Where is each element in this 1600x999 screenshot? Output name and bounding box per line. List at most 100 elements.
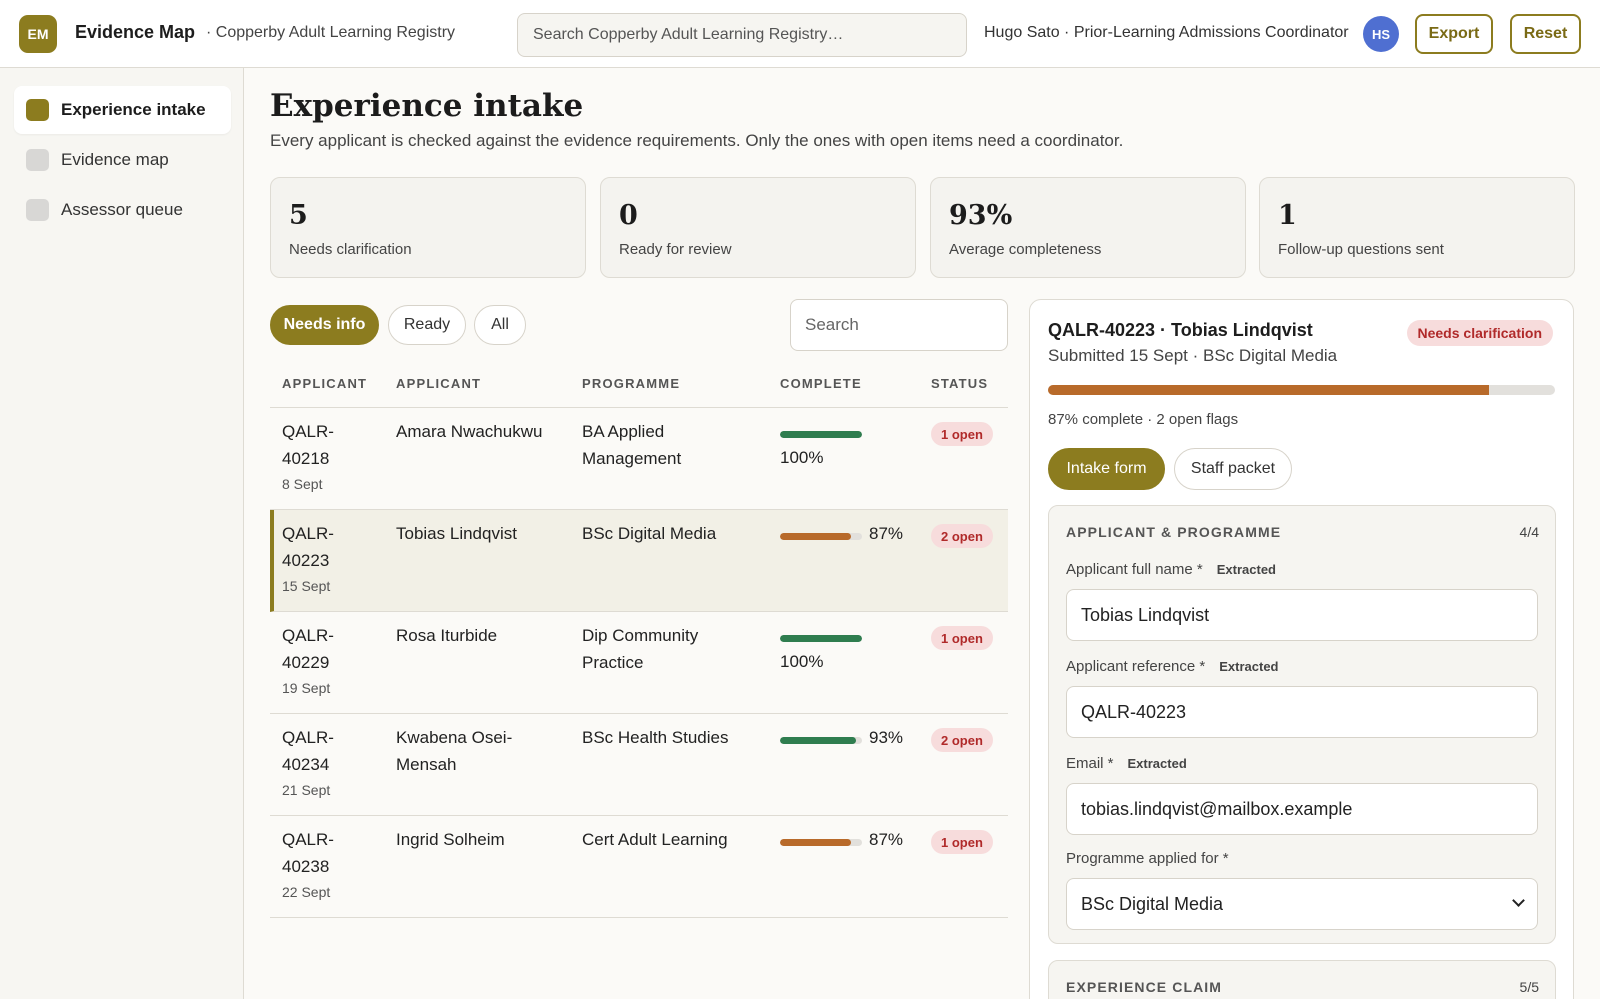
- filter-chip-all[interactable]: All: [474, 305, 526, 345]
- section-experience-claim: EXPERIENCE CLAIM 5/5: [1048, 960, 1556, 999]
- applicant-name: Amara Nwachukwu: [396, 422, 543, 441]
- tab-intake-form[interactable]: Intake form: [1048, 448, 1165, 490]
- stat-value: 1: [1278, 200, 1297, 231]
- table-row-selected[interactable]: QALR- 40223 15 Sept Tobias Lindqvist BSc …: [270, 510, 1008, 612]
- submitted-date: 15 Sept: [282, 578, 331, 594]
- applicant-id: QALR- 40234: [282, 728, 334, 774]
- column-header-applicant-id: APPLICANT: [282, 376, 368, 391]
- export-button[interactable]: Export: [1415, 14, 1493, 54]
- table-row[interactable]: QALR- 40229 19 Sept Rosa Iturbide Dip Com…: [270, 612, 1008, 714]
- chevron-down-icon: [1512, 894, 1525, 907]
- top-bar: EM Evidence Map · Copperby Adult Learnin…: [0, 0, 1600, 68]
- section-applicant-programme: APPLICANT & PROGRAMME 4/4 Applicant full…: [1048, 505, 1556, 944]
- extracted-tag: Extracted: [1127, 756, 1187, 771]
- sidebar-item-evidence-map[interactable]: Evidence map: [14, 136, 231, 184]
- completeness-bar-fill: [780, 431, 862, 438]
- completeness-percent: 93%: [869, 728, 904, 747]
- avatar[interactable]: HS: [1363, 16, 1399, 52]
- stat-card-average-completeness: 93% Average completeness: [930, 177, 1246, 278]
- completeness-bar-fill: [780, 737, 857, 744]
- detail-status-badge: Needs clarification: [1406, 320, 1553, 346]
- programme-name: Cert Adult Learning: [582, 830, 728, 849]
- applicant-id: QALR- 40238: [282, 830, 334, 876]
- nav-square-icon: [26, 149, 49, 171]
- section-title: EXPERIENCE CLAIM: [1066, 979, 1223, 995]
- status-badge: 1 open: [931, 422, 993, 446]
- sidebar-item-assessor-queue[interactable]: Assessor queue: [14, 186, 231, 234]
- sidebar-item-experience-intake[interactable]: Experience intake: [14, 86, 231, 134]
- applicant-name: Kwabena Osei-Mensah: [396, 728, 513, 774]
- email-label: Email * Extracted: [1066, 755, 1187, 772]
- applicant-name: Rosa Iturbide: [396, 626, 498, 645]
- full-name-label: Applicant full name * Extracted: [1066, 561, 1276, 578]
- stat-card-follow-up-sent: 1 Follow-up questions sent: [1259, 177, 1575, 278]
- programme-name: BSc Digital Media: [582, 524, 717, 543]
- filter-chip-ready[interactable]: Ready: [388, 305, 466, 345]
- submitted-date: 21 Sept: [282, 782, 331, 798]
- completeness-bar: [780, 635, 862, 642]
- programme-label: Programme applied for *: [1066, 850, 1229, 867]
- status-badge: 1 open: [931, 830, 993, 854]
- global-search-input[interactable]: [517, 13, 967, 57]
- reference-field[interactable]: [1066, 686, 1538, 738]
- section-count: 5/5: [1519, 979, 1539, 995]
- reference-label: Applicant reference * Extracted: [1066, 658, 1279, 675]
- column-header-status: STATUS: [931, 376, 989, 391]
- table-row[interactable]: QALR- 40218 8 Sept Amara Nwachukwu BA App…: [270, 408, 1008, 510]
- user-name-role: Hugo Sato · Prior-Learning Admissions Co…: [984, 24, 1349, 41]
- submitted-date: 22 Sept: [282, 884, 331, 900]
- email-field[interactable]: [1066, 783, 1538, 835]
- extracted-tag: Extracted: [1219, 659, 1279, 674]
- completeness-percent: 100%: [780, 652, 824, 671]
- completeness-bar: [780, 431, 862, 438]
- completeness-bar-fill: [780, 839, 852, 846]
- detail-progress-text: 87% complete · 2 open flags: [1048, 411, 1239, 428]
- detail-progress-fill: [1048, 385, 1490, 395]
- stat-label: Follow-up questions sent: [1278, 241, 1444, 258]
- completeness-percent: 100%: [780, 448, 824, 467]
- applicant-id: QALR- 40229: [282, 626, 334, 672]
- detail-progress-bar: [1048, 385, 1555, 395]
- nav-square-icon: [26, 99, 49, 121]
- completeness-percent: 87%: [869, 830, 904, 849]
- filter-chip-needs-info[interactable]: Needs info: [270, 305, 379, 345]
- table-row[interactable]: QALR- 40234 21 Sept Kwabena Osei-Mensah B…: [270, 714, 1008, 816]
- stat-label: Needs clarification: [289, 241, 412, 258]
- section-title: APPLICANT & PROGRAMME: [1066, 524, 1282, 540]
- full-name-field[interactable]: [1066, 589, 1538, 641]
- programme-select[interactable]: BSc Digital Media: [1066, 878, 1538, 930]
- stat-value: 0: [619, 200, 638, 231]
- detail-subtitle: Submitted 15 Sept · BSc Digital Media: [1048, 346, 1338, 365]
- stat-card-needs-clarification: 5 Needs clarification: [270, 177, 586, 278]
- stat-value: 93%: [949, 200, 1013, 231]
- sidebar: Experience intake Evidence map Assessor …: [0, 68, 244, 999]
- app-name: Evidence Map: [75, 22, 196, 42]
- table-row[interactable]: QALR- 40238 22 Sept Ingrid Solheim Cert A…: [270, 816, 1008, 918]
- applicant-detail-panel: QALR-40223 · Tobias Lindqvist Needs clar…: [1029, 299, 1574, 999]
- page-title: Experience intake: [270, 88, 584, 124]
- detail-title: QALR-40223 · Tobias Lindqvist: [1048, 320, 1313, 340]
- sidebar-item-label: Experience intake: [61, 100, 206, 119]
- sidebar-item-label: Evidence map: [61, 150, 169, 169]
- submitted-date: 19 Sept: [282, 680, 331, 696]
- programme-name: BA Applied Management: [582, 422, 682, 468]
- completeness-percent: 87%: [869, 524, 904, 543]
- table-header: APPLICANT APPLICANT PROGRAMME COMPLETE S…: [270, 370, 1008, 408]
- programme-name: Dip Community Practice: [582, 626, 699, 672]
- tab-staff-packet[interactable]: Staff packet: [1174, 448, 1292, 490]
- stat-card-ready-for-review: 0 Ready for review: [600, 177, 916, 278]
- submitted-date: 8 Sept: [282, 476, 323, 492]
- applicant-name: Tobias Lindqvist: [396, 524, 517, 543]
- column-header-applicant-name: APPLICANT: [396, 376, 482, 391]
- stat-label: Ready for review: [619, 241, 732, 258]
- applicant-id: QALR- 40218: [282, 422, 334, 468]
- page-subtitle: Every applicant is checked against the e…: [270, 131, 1124, 150]
- completeness-bar: [780, 737, 862, 744]
- app-logo: EM: [19, 15, 57, 53]
- status-badge: 2 open: [931, 728, 993, 752]
- registry-name: · Copperby Adult Learning Registry: [206, 24, 456, 41]
- sidebar-item-label: Assessor queue: [61, 200, 183, 219]
- reset-button[interactable]: Reset: [1510, 14, 1581, 54]
- status-badge: 2 open: [931, 524, 993, 548]
- table-search-input[interactable]: [790, 299, 1008, 351]
